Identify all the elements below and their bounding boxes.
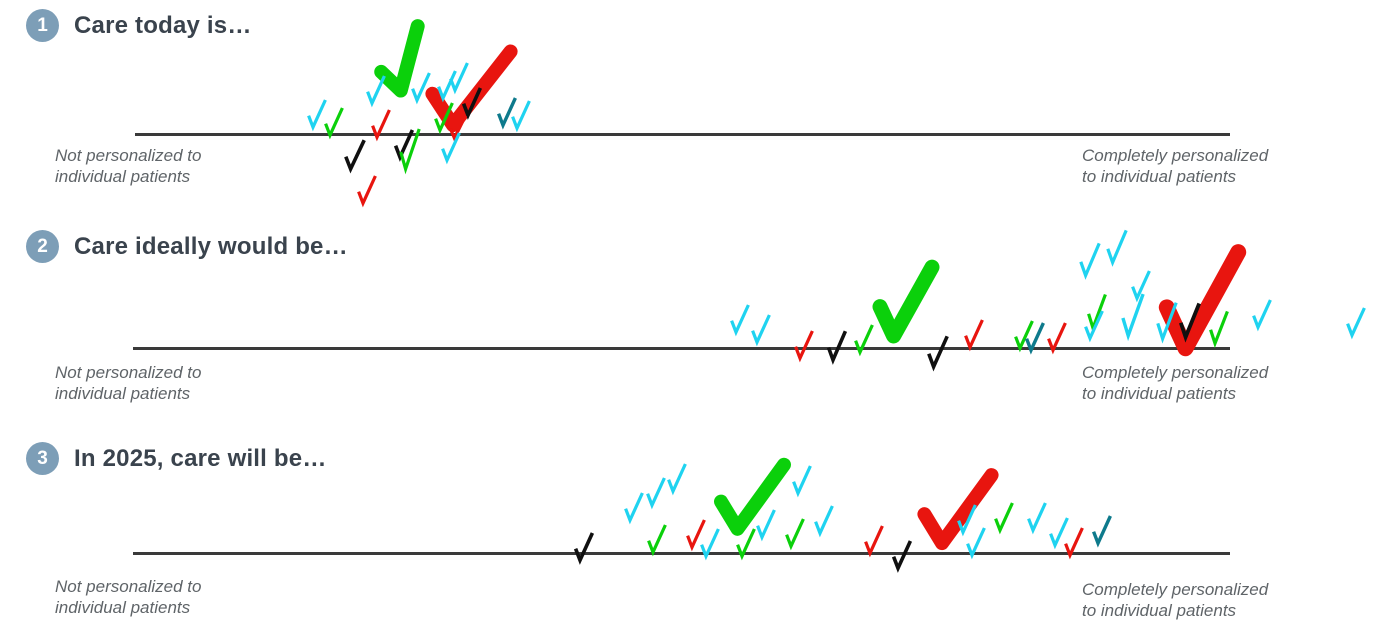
step-1-badge: 1 xyxy=(26,9,59,42)
section-3-header: 3 In 2025, care will be… xyxy=(26,442,327,475)
axis-max-label-2: Completely personalized to individual pa… xyxy=(1082,363,1269,403)
step-3-number: 3 xyxy=(37,448,48,469)
step-2-badge: 2 xyxy=(26,230,59,263)
scale-line-1 xyxy=(135,133,1230,136)
scale-line-2 xyxy=(133,347,1230,350)
step-1-number: 1 xyxy=(37,15,48,36)
section-1-header: 1 Care today is… xyxy=(26,9,252,42)
section-care-today: 1 Care today is… Not personalized to ind… xyxy=(0,0,1400,218)
step-2-number: 2 xyxy=(37,236,48,257)
axis-max-label-3: Completely personalized to individual pa… xyxy=(1082,580,1269,620)
scale-line-3 xyxy=(133,552,1230,555)
section-2-title: Care ideally would be… xyxy=(74,232,348,260)
section-care-ideally: 2 Care ideally would be… Not personalize… xyxy=(0,218,1400,430)
section-care-2025: 3 In 2025, care will be… Not personalize… xyxy=(0,430,1400,629)
axis-min-label-3: Not personalized to individual patients xyxy=(55,577,202,617)
step-3-badge: 3 xyxy=(26,442,59,475)
axis-min-label-1: Not personalized to individual patients xyxy=(55,146,202,186)
section-2-header: 2 Care ideally would be… xyxy=(26,230,348,263)
axis-max-label-1: Completely personalized to individual pa… xyxy=(1082,146,1269,186)
section-1-title: Care today is… xyxy=(74,11,252,39)
axis-min-label-2: Not personalized to individual patients xyxy=(55,363,202,403)
section-3-title: In 2025, care will be… xyxy=(74,444,327,472)
